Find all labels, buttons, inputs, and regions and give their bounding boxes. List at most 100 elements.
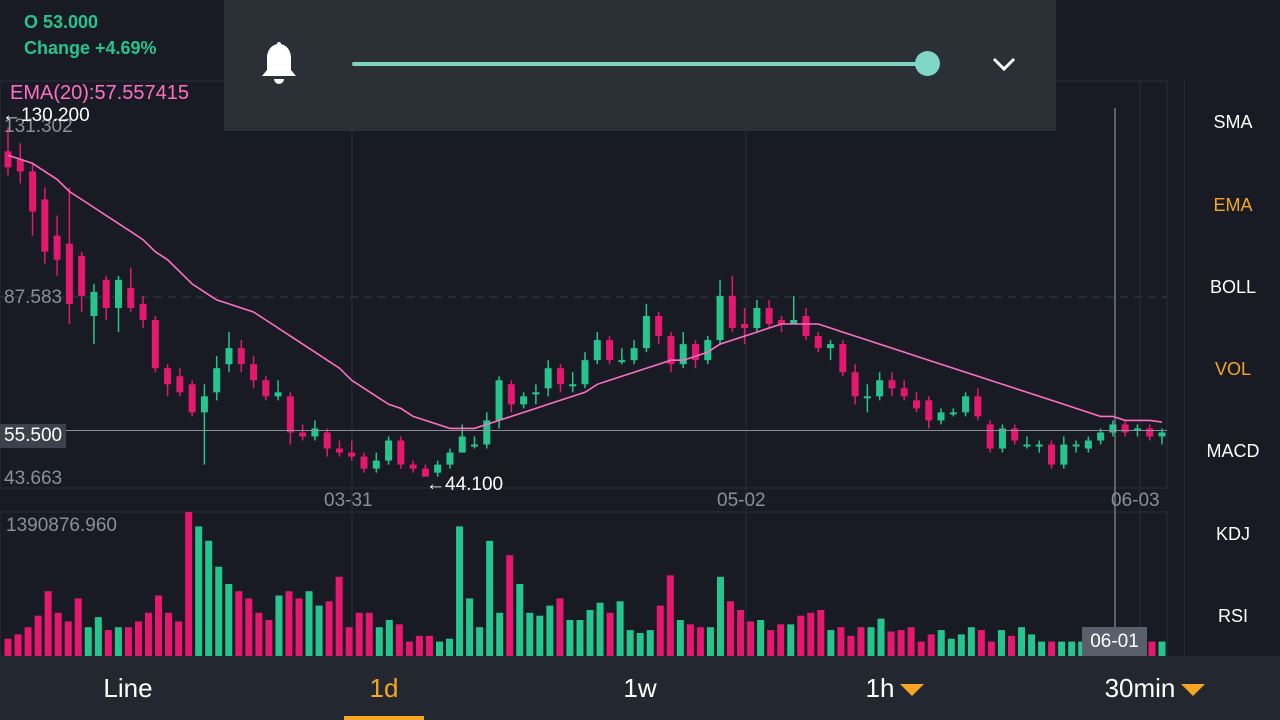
volume-bar — [847, 635, 855, 656]
volume-bar — [1038, 641, 1046, 656]
candle-body — [16, 159, 24, 172]
volume-bar — [797, 615, 805, 656]
candle-body — [250, 364, 258, 381]
volume-bar — [34, 615, 42, 656]
indicator-rsi[interactable]: RSI — [1217, 606, 1248, 626]
volume-bar — [205, 540, 213, 656]
volume-bar — [165, 612, 173, 656]
candle-body — [299, 432, 307, 437]
candle-body — [765, 307, 773, 325]
candle-body — [1146, 428, 1154, 437]
volume-bar — [977, 630, 985, 656]
timeframe-30min-dropdown[interactable]: 30min — [1080, 656, 1230, 720]
candle-body — [606, 340, 614, 361]
indicator-kdj[interactable]: KDJ — [1215, 524, 1250, 544]
volume-bar — [195, 526, 203, 656]
volume-bar — [456, 526, 464, 656]
volume-bar — [576, 620, 584, 656]
bell-icon[interactable] — [260, 42, 298, 86]
candle-body — [1048, 444, 1056, 465]
candle-body — [556, 368, 564, 385]
volume-bar — [606, 612, 614, 656]
volume-bar — [1158, 641, 1166, 656]
volume-panel-frame — [0, 511, 1168, 656]
volume-bar — [556, 598, 564, 656]
volume-bar — [566, 620, 574, 656]
indicator-macd[interactable]: MACD — [1206, 441, 1260, 461]
volume-max-label: 1390876.960 — [6, 515, 117, 536]
candle-body — [434, 464, 442, 473]
candle-body — [78, 255, 86, 296]
date-tick: 06-03 — [1111, 490, 1160, 511]
candle-body — [581, 360, 589, 385]
volume-bar — [305, 591, 313, 656]
alert-overlay — [224, 0, 1056, 131]
alert-slider-thumb[interactable] — [915, 51, 940, 76]
volume-bar — [716, 576, 724, 656]
candle-body — [655, 315, 663, 337]
candle-body — [323, 432, 331, 449]
alert-slider-track[interactable] — [352, 62, 928, 66]
indicator-vol[interactable]: VOL — [1214, 359, 1252, 379]
volume-bar — [325, 601, 333, 656]
volume-bar — [686, 624, 694, 656]
min-price-value: 44.100 — [445, 474, 504, 495]
candle-body — [372, 460, 380, 469]
indicator-ema[interactable]: EMA — [1213, 195, 1253, 215]
candle-body — [1158, 432, 1166, 437]
candle-body — [458, 436, 466, 453]
volume-bar — [315, 605, 323, 656]
volume-bar — [586, 609, 594, 656]
volume-bar — [857, 627, 865, 656]
volume-bar — [44, 591, 52, 656]
price-axis-mid: 87.583 — [4, 287, 63, 308]
volume-bar — [516, 584, 524, 656]
candle-body — [114, 279, 122, 308]
indicator-boll[interactable]: BOLL — [1209, 277, 1257, 297]
candle-body — [446, 452, 454, 465]
candle-body — [949, 412, 957, 415]
candle-body — [102, 279, 110, 308]
candle-body — [53, 235, 61, 260]
candle-body — [630, 348, 638, 361]
candle-body — [704, 340, 712, 361]
date-tick: 05-02 — [717, 490, 766, 511]
indicator-sma[interactable]: SMA — [1213, 112, 1253, 132]
timeframe-line[interactable]: Line — [103, 673, 153, 703]
candlestick-chart[interactable] — [0, 0, 1184, 656]
volume-bar — [486, 540, 494, 656]
volume-bar — [365, 612, 373, 656]
volume-bar — [927, 634, 935, 656]
volume-bar — [616, 601, 624, 656]
volume-bar — [696, 627, 704, 656]
candle-body — [802, 315, 810, 337]
candle-body — [1084, 440, 1092, 449]
open-price-info: O 53.000 — [24, 12, 99, 32]
arrow-left-icon: ← — [2, 105, 21, 126]
volume-bar — [837, 627, 845, 656]
candle-body — [421, 468, 429, 477]
candle-body — [851, 372, 859, 397]
caret-down-icon — [1181, 684, 1206, 697]
volume-bar — [425, 635, 433, 656]
chevron-down-icon[interactable] — [988, 48, 1020, 80]
volume-bar — [265, 620, 273, 656]
timeframe-1d[interactable]: 1d — [369, 673, 399, 703]
volume-bar — [245, 598, 253, 656]
candle-body — [876, 380, 884, 397]
volume-bar — [777, 624, 785, 656]
timeframe-1h-dropdown[interactable]: 1h — [840, 656, 950, 720]
volume-bar — [335, 576, 343, 656]
candle-body — [335, 448, 343, 453]
candle-body — [593, 340, 601, 361]
candle-body — [839, 344, 847, 373]
candle-body — [1011, 428, 1019, 441]
timeframe-1w[interactable]: 1w — [623, 673, 657, 703]
volume-bar — [215, 566, 223, 656]
candle-body — [520, 396, 528, 405]
candle-body — [1023, 444, 1031, 447]
candle-body — [986, 424, 994, 449]
current-price-label: 55.500 — [0, 424, 67, 448]
candle-body — [409, 464, 417, 469]
